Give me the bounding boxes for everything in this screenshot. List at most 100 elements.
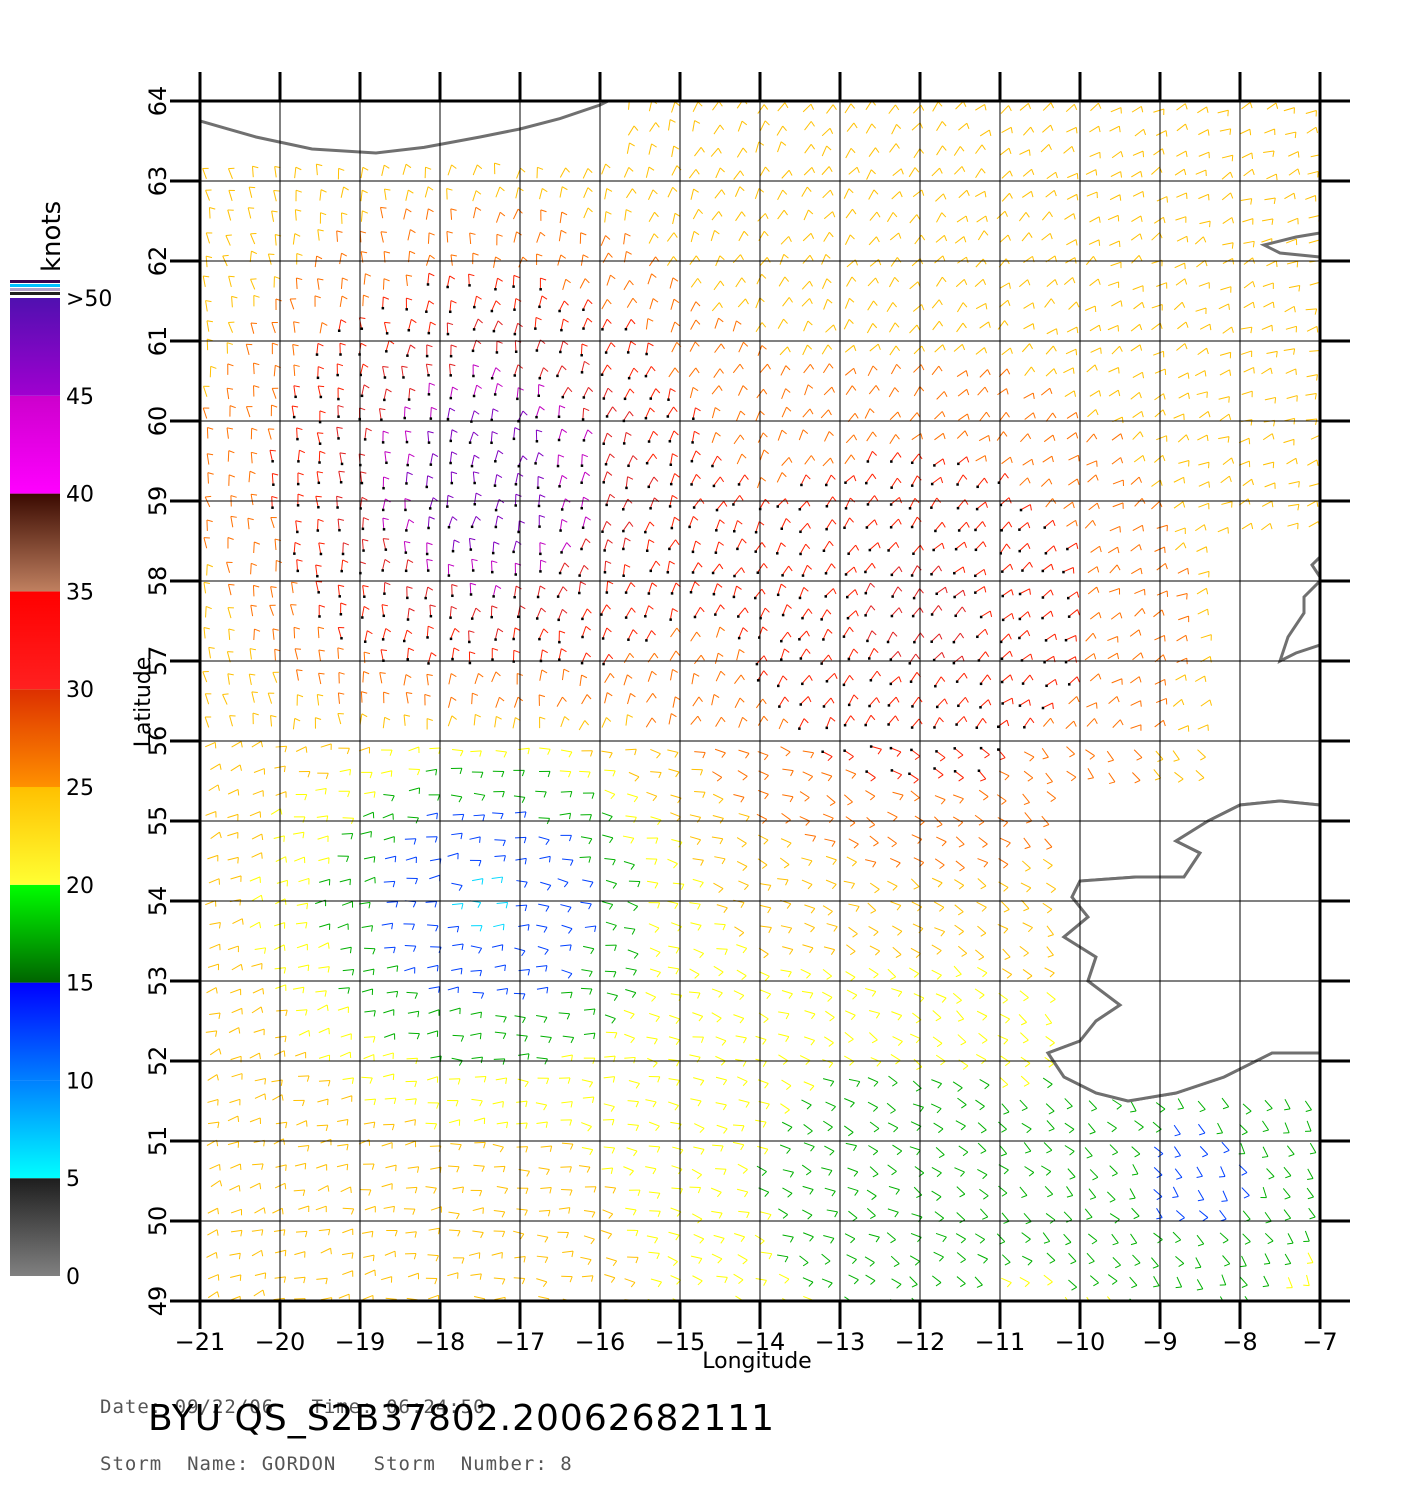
wind-barb bbox=[518, 456, 528, 468]
wind-barb bbox=[252, 1164, 263, 1170]
wind-barb bbox=[404, 209, 412, 220]
wind-barb bbox=[497, 1122, 508, 1128]
wind-barb bbox=[801, 675, 812, 685]
wind-barb bbox=[803, 1186, 814, 1194]
wind-barb bbox=[1022, 900, 1029, 911]
wind-barb bbox=[602, 813, 612, 821]
wind-barb bbox=[713, 883, 723, 892]
wind-barb bbox=[206, 301, 212, 312]
wind-barb bbox=[669, 714, 676, 725]
wind-barb bbox=[561, 750, 572, 757]
wind-barb bbox=[1263, 1276, 1269, 1287]
wind-barb bbox=[206, 190, 212, 201]
wind-barb bbox=[954, 880, 963, 890]
wind-barb bbox=[1002, 171, 1012, 178]
wind-barb bbox=[207, 988, 218, 994]
wind-barb bbox=[782, 407, 791, 417]
wind-barb bbox=[447, 408, 455, 420]
wind-barb bbox=[562, 859, 573, 866]
wind-barb bbox=[290, 299, 296, 309]
wind-barb bbox=[1173, 751, 1179, 762]
wind-barb bbox=[646, 1037, 657, 1044]
wind-barb bbox=[582, 880, 593, 887]
wind-barb bbox=[268, 254, 274, 265]
wind-barb bbox=[338, 519, 344, 531]
wind-barb bbox=[997, 1234, 1005, 1244]
wind-barb bbox=[1198, 1101, 1205, 1112]
wind-barb bbox=[383, 366, 389, 378]
wind-barb bbox=[1197, 588, 1208, 594]
wind-barb bbox=[1130, 677, 1141, 683]
wind-barb bbox=[715, 520, 724, 532]
wind-barb bbox=[561, 791, 572, 797]
wind-barb bbox=[494, 1166, 505, 1172]
wind-barb bbox=[823, 1079, 834, 1087]
wind-barb bbox=[826, 1102, 836, 1111]
wind-barb bbox=[976, 502, 988, 510]
wind-barb bbox=[781, 236, 791, 244]
wind-barb bbox=[204, 538, 210, 549]
wind-barb bbox=[229, 190, 235, 201]
wind-barb bbox=[776, 543, 786, 555]
wind-barb bbox=[359, 497, 367, 509]
wind-barb bbox=[404, 1209, 415, 1215]
wind-barb bbox=[693, 499, 704, 509]
wind-barb bbox=[341, 278, 347, 289]
wind-barb bbox=[667, 407, 678, 418]
wind-barb bbox=[601, 236, 610, 246]
wind-barb bbox=[1287, 261, 1298, 267]
wind-barb bbox=[1024, 393, 1035, 399]
wind-barb bbox=[1090, 612, 1101, 619]
wind-barb bbox=[822, 254, 831, 264]
wind-barb bbox=[277, 880, 288, 886]
wind-barb bbox=[976, 478, 987, 488]
wind-barb bbox=[580, 344, 587, 356]
wind-barb bbox=[804, 923, 814, 932]
wind-barb bbox=[737, 838, 746, 848]
wind-barb bbox=[690, 342, 699, 352]
wind-barb bbox=[782, 947, 793, 955]
wind-barb bbox=[760, 905, 771, 913]
wind-barb bbox=[295, 167, 302, 178]
wind-barb bbox=[534, 453, 543, 465]
wind-barb bbox=[824, 387, 834, 395]
wind-barb bbox=[408, 319, 417, 331]
wind-barb bbox=[490, 409, 498, 421]
wind-barb bbox=[294, 817, 305, 823]
wind-barb bbox=[471, 1012, 482, 1018]
wind-barb bbox=[1090, 1276, 1098, 1286]
wind-barb bbox=[979, 1189, 988, 1199]
wind-barb bbox=[893, 792, 904, 800]
wind-barb bbox=[629, 1190, 640, 1196]
wind-barb bbox=[294, 322, 300, 333]
wind-barb bbox=[383, 1010, 393, 1016]
wind-barb bbox=[822, 146, 831, 156]
wind-barb bbox=[1285, 132, 1296, 138]
wind-barb bbox=[1111, 108, 1122, 114]
wind-barb bbox=[604, 1274, 614, 1282]
wind-barb bbox=[557, 697, 566, 707]
wind-barb bbox=[690, 969, 700, 978]
wind-barb bbox=[1111, 613, 1122, 620]
wind-barb bbox=[539, 368, 549, 380]
wind-barb bbox=[738, 771, 747, 781]
wind-barb bbox=[849, 1275, 859, 1284]
wind-barb bbox=[888, 969, 896, 979]
wind-barb bbox=[715, 749, 725, 757]
wind-barb bbox=[1131, 171, 1142, 177]
wind-barb bbox=[582, 300, 592, 311]
wind-barb bbox=[1020, 1100, 1028, 1110]
wind-barb bbox=[1263, 434, 1274, 440]
wind-barb bbox=[425, 187, 433, 198]
colorbar-tick-label: 5 bbox=[66, 1167, 80, 1192]
ireland-landmass bbox=[1048, 801, 1320, 1101]
wind-barb bbox=[1154, 1189, 1162, 1199]
wind-barb bbox=[869, 148, 879, 157]
wind-barb bbox=[494, 1231, 505, 1237]
wind-barb bbox=[780, 1145, 790, 1154]
wind-barb bbox=[693, 697, 703, 706]
wind-barb bbox=[451, 768, 462, 774]
wind-barb bbox=[536, 966, 547, 972]
wind-barb bbox=[777, 499, 788, 508]
wind-barb bbox=[384, 881, 395, 887]
